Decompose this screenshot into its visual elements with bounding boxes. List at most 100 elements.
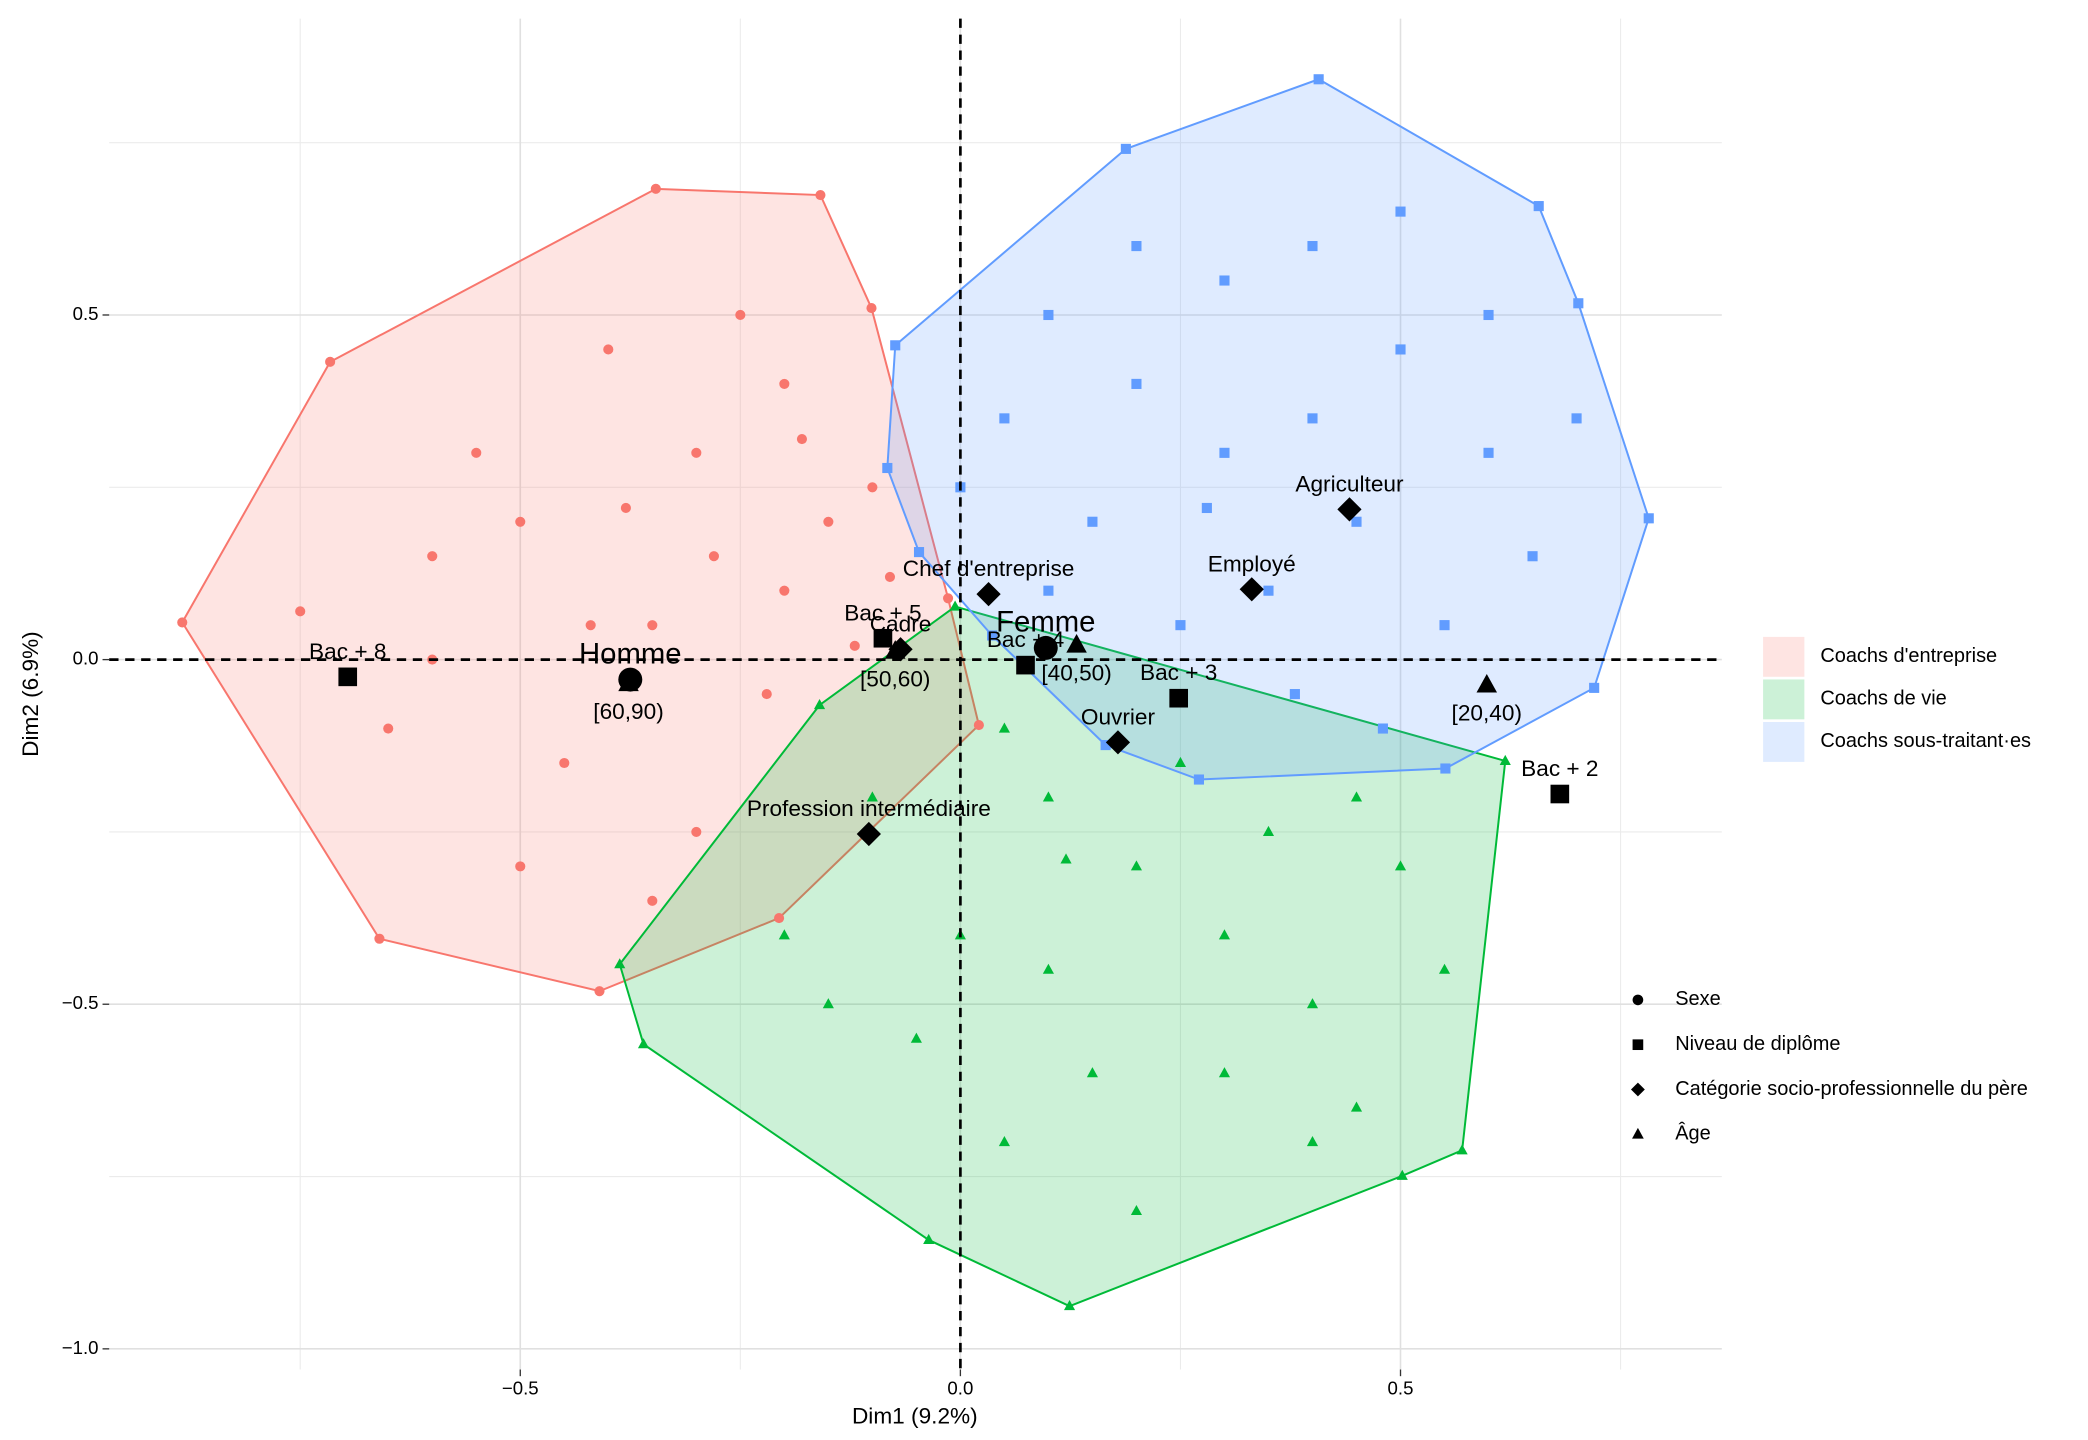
point (177, 617, 188, 628)
point (1218, 1067, 1231, 1078)
category-point (884, 640, 906, 659)
group-hull (886, 78, 1650, 781)
point (1394, 860, 1407, 871)
category-label: Cadre (870, 611, 932, 636)
category-point (1169, 688, 1189, 708)
point (779, 585, 790, 596)
point (603, 344, 614, 355)
point (1263, 585, 1274, 596)
point (998, 722, 1010, 733)
category-point (1033, 635, 1058, 660)
legend-key (1763, 636, 1805, 677)
point (1131, 378, 1142, 389)
point (1483, 309, 1494, 321)
category-label: Bac + 5 (844, 600, 921, 625)
point (1499, 754, 1511, 765)
point (1350, 1101, 1363, 1112)
y-tick-label: 0.0 (73, 648, 99, 669)
point (1438, 963, 1451, 974)
category-label: Bac + 4 (987, 627, 1064, 652)
point (1100, 740, 1111, 751)
x-tick-label: −0.5 (502, 1377, 539, 1398)
point (1351, 516, 1362, 527)
point (374, 933, 385, 944)
point (1175, 620, 1186, 631)
point (998, 1136, 1010, 1147)
point (867, 482, 878, 493)
point (1306, 998, 1319, 1009)
point (815, 190, 826, 201)
category-label: Homme (579, 638, 682, 670)
point (1218, 929, 1231, 940)
point (1533, 201, 1544, 212)
point (866, 303, 877, 314)
point (773, 913, 785, 924)
point (1350, 791, 1363, 802)
category-point (1066, 633, 1087, 653)
point (761, 689, 772, 700)
point (796, 433, 808, 445)
category-label: Employé (1208, 551, 1296, 576)
legend-key (1632, 994, 1644, 1006)
point (1063, 1300, 1076, 1311)
point (1120, 143, 1131, 154)
legend-label: Âge (1675, 1122, 1711, 1145)
point (1219, 447, 1230, 458)
point (1130, 860, 1143, 871)
category-label: Ouvrier (1081, 704, 1156, 729)
category-point (1550, 784, 1570, 804)
point (1086, 1067, 1098, 1078)
point (1043, 585, 1054, 596)
category-point (1337, 497, 1362, 522)
point (943, 593, 954, 604)
category-label: Profession intermédiaire (747, 796, 991, 821)
category-label: [60,90) (593, 699, 663, 724)
category-point (1016, 655, 1035, 675)
category-label: Femme (996, 607, 1095, 639)
y-tick-label: −1.0 (62, 1337, 99, 1358)
point (1201, 502, 1212, 514)
legend-key (1763, 721, 1805, 762)
x-tick-label: 0.0 (947, 1377, 973, 1398)
category-point (1476, 673, 1498, 693)
point (1131, 241, 1142, 252)
point (1262, 825, 1275, 836)
point (1395, 344, 1406, 355)
legend-label: Coachs d'entreprise (1820, 645, 1997, 667)
point (1395, 206, 1406, 217)
y-tick-label: −0.5 (62, 992, 99, 1013)
point (585, 620, 596, 631)
point (1130, 1204, 1143, 1216)
point (691, 447, 702, 458)
category-point (618, 672, 639, 692)
category-point (873, 628, 893, 648)
y-tick-label: 0.5 (73, 303, 99, 324)
category-label: [40,50) (1041, 660, 1111, 685)
point (1219, 275, 1230, 286)
point (1174, 756, 1187, 768)
point (849, 640, 860, 651)
point (778, 929, 790, 940)
point (1060, 853, 1072, 864)
point (1087, 516, 1098, 527)
category-label: [50,60) (860, 667, 930, 692)
point (1043, 309, 1054, 321)
point (471, 447, 482, 458)
point (823, 516, 834, 527)
legend-label: Catégorie socio-professionnelle du père (1675, 1078, 2028, 1100)
point (1289, 689, 1300, 700)
point (1377, 723, 1388, 734)
x-axis-label: Dim1 (9.2%) (852, 1403, 978, 1428)
category-point (1239, 577, 1264, 602)
category-label: Bac + 3 (1140, 660, 1217, 685)
point (1396, 1169, 1408, 1180)
point (515, 516, 526, 527)
legend-key (1632, 1127, 1644, 1139)
x-tick-label: 0.5 (1388, 1377, 1414, 1398)
category-label: Chef d'entreprise (903, 556, 1075, 581)
point (987, 630, 998, 641)
legend-label: Sexe (1675, 988, 1720, 1010)
point (620, 502, 631, 514)
